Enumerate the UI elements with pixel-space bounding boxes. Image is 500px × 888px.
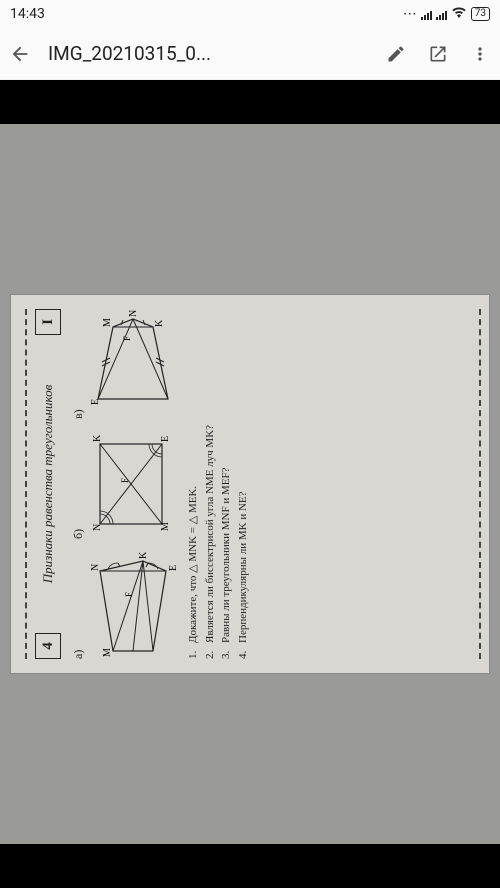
back-button[interactable] (6, 40, 34, 68)
open-external-button[interactable] (424, 40, 452, 68)
pt-K: K (138, 551, 149, 559)
questions: 1.Докажите, что △ MNK = △ MEK. 2.Являетс… (185, 309, 251, 659)
pt-K: K (154, 319, 165, 327)
pt-E: E (90, 399, 101, 405)
q3: Равны ли треугольники MNF и MEF? (218, 468, 235, 643)
q1: Докажите, что △ MNK = △ MEK. (185, 486, 202, 643)
diagram-c-label: в) (71, 309, 86, 419)
pt-N: N (92, 524, 103, 531)
app-bar: IMG_20210315_0... (0, 28, 500, 80)
pt-E: E (168, 565, 178, 571)
status-right: ⋯ 73 (403, 6, 490, 22)
signal-icon-1 (421, 8, 432, 20)
q2: Является ли биссектрисой угла NME луч MK… (202, 425, 219, 643)
diagram-c: в) E M N (71, 309, 171, 419)
diagrams-row: а) M N K E F (71, 309, 171, 659)
pt-M: M (102, 318, 113, 327)
pt-N: N (90, 564, 101, 571)
pt-M: M (160, 522, 171, 531)
app-title: IMG_20210315_0... (48, 42, 368, 65)
more-dots-icon: ⋯ (403, 6, 417, 22)
diagram-b: б) N K M E F (71, 429, 171, 539)
diagram-b-label: б) (71, 429, 86, 539)
q4: Перпендикулярны ли MK и NE? (235, 491, 252, 643)
image-viewer[interactable]: 4 Признаки равенства треугольников I а) (0, 80, 500, 888)
worksheet-header: 4 Признаки равенства треугольников I (35, 309, 61, 659)
battery-icon: 73 (471, 7, 490, 21)
status-time: 14:43 (10, 6, 45, 22)
photo-surface: 4 Признаки равенства треугольников I а) (0, 124, 500, 844)
variant-box: I (35, 309, 61, 335)
diagram-a-label: а) (71, 549, 86, 659)
status-bar: 14:43 ⋯ 73 (0, 0, 500, 28)
pt-F: F (122, 336, 132, 341)
worksheet-page: 4 Признаки равенства треугольников I а) (10, 294, 490, 674)
pt-F: F (120, 478, 130, 483)
pt-F: F (124, 592, 134, 597)
pt-K: K (92, 434, 103, 442)
pt-E: E (160, 436, 171, 442)
more-button[interactable] (466, 40, 494, 68)
edit-button[interactable] (382, 40, 410, 68)
pt-M: M (102, 648, 113, 657)
wifi-icon (451, 6, 467, 22)
card-number-box: 4 (35, 633, 61, 659)
diagram-a: а) M N K E F (71, 549, 171, 659)
pt-N: N (128, 310, 139, 317)
signal-icon-2 (436, 8, 447, 20)
worksheet-title: Признаки равенства треугольников (40, 335, 56, 633)
